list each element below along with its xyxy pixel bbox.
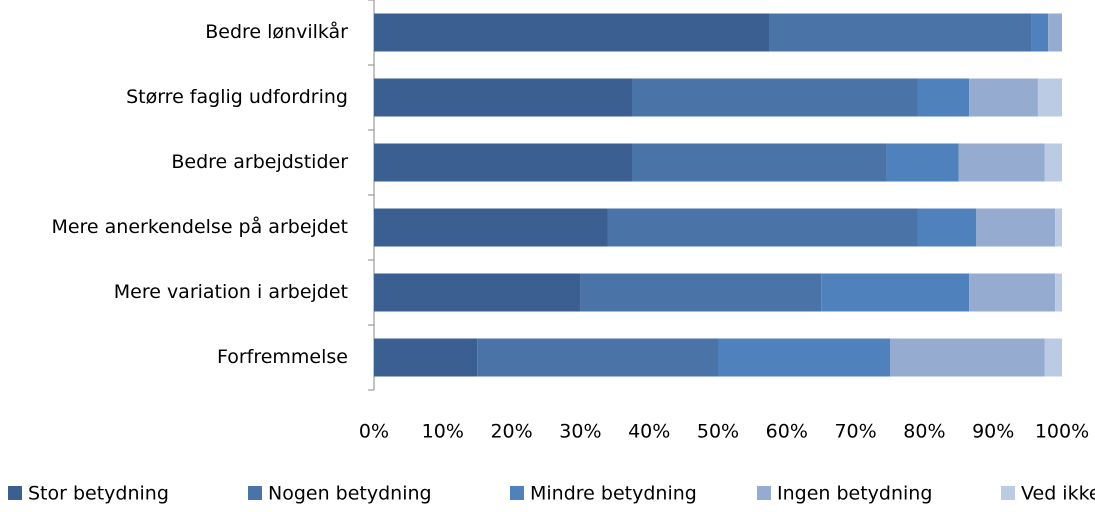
bar-segment (1044, 338, 1062, 377)
x-tick-label: 10% (422, 421, 464, 443)
bar-segment (374, 143, 632, 182)
x-tick-label: 90% (972, 421, 1014, 443)
legend-label: Mindre betydning (530, 483, 697, 505)
bar-segment (632, 78, 918, 117)
bar-segment (890, 338, 1045, 377)
bar-segment (917, 78, 970, 117)
bar-segment (886, 143, 959, 182)
legend-swatch (8, 486, 22, 500)
legend-label: Ved ikke (1021, 483, 1095, 505)
bar-segment (632, 143, 887, 182)
legend-swatch (510, 486, 524, 500)
legend-swatch (757, 486, 771, 500)
legend-swatch (1001, 486, 1015, 500)
y-tick-label: Forfremmelse (217, 346, 348, 368)
bar-segment (374, 273, 581, 312)
bar-segment (969, 273, 1056, 312)
legend-label: Nogen betydning (268, 483, 432, 505)
bar-segment (580, 273, 822, 312)
legend-label: Stor betydning (28, 483, 169, 505)
y-tick-label: Bedre arbejdstider (171, 151, 348, 173)
legend-swatch (248, 486, 262, 500)
x-tick-label: 70% (834, 421, 876, 443)
bar-segment (976, 208, 1056, 247)
bar-segment (917, 208, 976, 247)
x-tick-label: 0% (359, 421, 389, 443)
bar-segment (477, 338, 718, 377)
y-tick-label: Mere variation i arbejdet (114, 281, 348, 303)
bar-segment (1055, 208, 1062, 247)
bar-segment (1031, 13, 1049, 52)
y-tick-label: Bedre lønvilkår (205, 20, 348, 43)
bar-segment (1037, 78, 1062, 117)
x-tick-label: 20% (490, 421, 532, 443)
bar-segment (958, 143, 1045, 182)
bar-segment (821, 273, 970, 312)
x-tick-label: 50% (697, 421, 739, 443)
x-tick-label: 40% (628, 421, 670, 443)
bar-segment (1055, 273, 1062, 312)
bar-segment (374, 13, 770, 52)
bar-segment (1044, 143, 1062, 182)
bar-segment (1048, 13, 1062, 52)
bar-segment (374, 78, 632, 117)
bar-segment (769, 13, 1032, 52)
bar-segment (718, 338, 890, 377)
bar-segment (607, 208, 918, 247)
x-tick-label: 100% (1035, 421, 1089, 443)
y-tick-label: Større faglig udfordring (126, 86, 348, 108)
bar-segment (374, 208, 608, 247)
bar-segment (969, 78, 1038, 117)
x-tick-label: 30% (559, 421, 601, 443)
y-tick-label: Mere anerkendelse på arbejdet (51, 215, 348, 238)
bar-segment (374, 338, 478, 377)
x-tick-label: 80% (903, 421, 945, 443)
x-tick-label: 60% (766, 421, 808, 443)
legend-label: Ingen betydning (777, 483, 932, 505)
